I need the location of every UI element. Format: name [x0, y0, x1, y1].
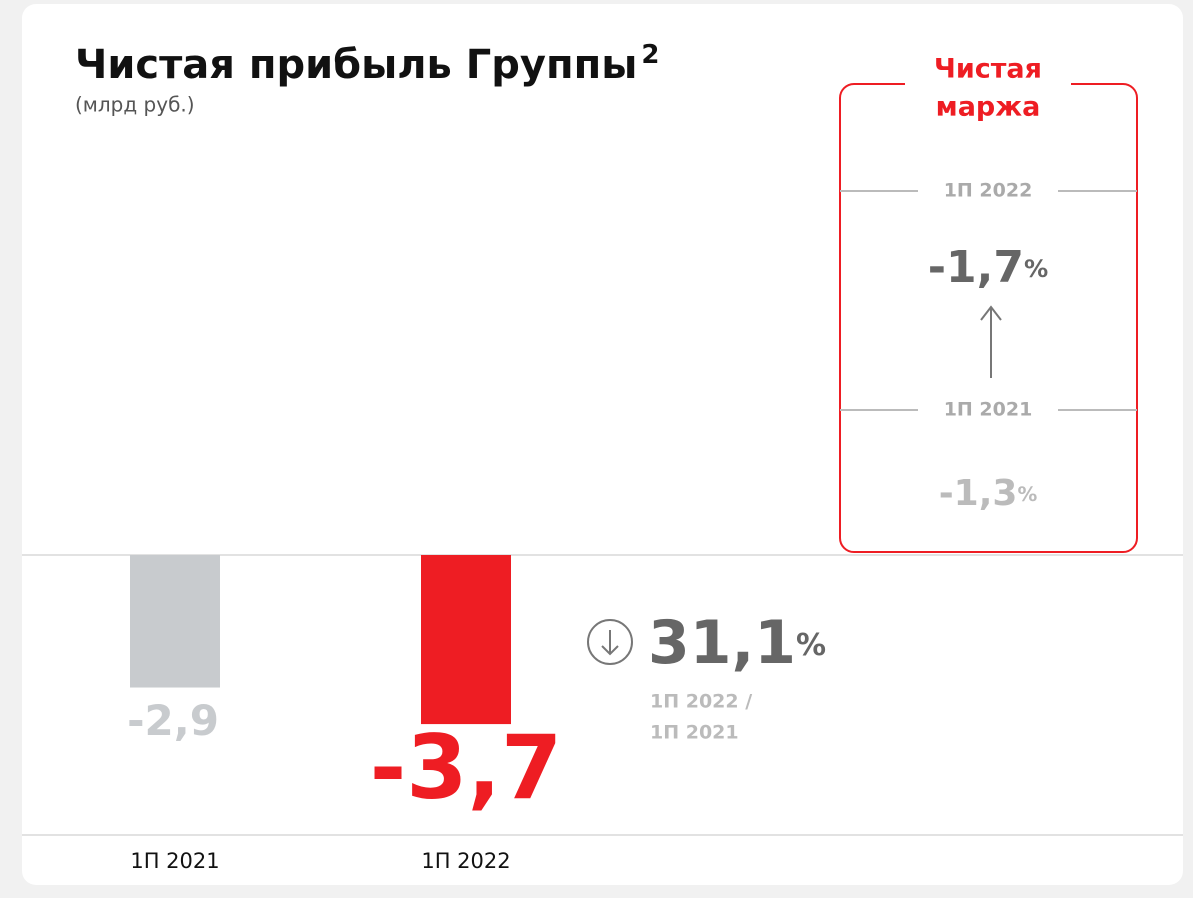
value-label: -2,9 [127, 696, 219, 745]
title-note: 2 [641, 40, 659, 70]
title-text: Чистая прибыль Группы [75, 42, 637, 88]
margin-unit: % [1024, 255, 1048, 283]
margin-number: -1,7 [928, 242, 1024, 293]
change-caption: 1П 2021 [650, 722, 739, 744]
arrow-head [980, 305, 1002, 321]
margin-number: -1,3 [939, 473, 1018, 514]
margin-value: -1,3% [939, 473, 1038, 514]
margin-period: 1П 2022 [944, 180, 1033, 202]
change-caption: 1П 2022 / [650, 691, 752, 713]
down-arrow [601, 630, 619, 656]
chart-title: Чистая прибыль Группы 2 [75, 40, 660, 89]
margin-title: маржа [936, 92, 1041, 123]
value-label: -3,7 [370, 716, 562, 819]
change-value: 31,1% [648, 608, 826, 678]
bar [130, 555, 220, 688]
margin-unit: % [1017, 483, 1037, 506]
subtitle: (млрд руб.) [75, 93, 195, 117]
margin-value: -1,7% [928, 242, 1048, 293]
card [22, 4, 1183, 885]
margin-title: Чистая [934, 54, 1042, 85]
change-unit: % [796, 628, 826, 663]
x-tick-label: 1П 2022 [421, 849, 510, 873]
margin-period: 1П 2021 [944, 399, 1033, 421]
down-icon [587, 619, 633, 665]
bar [421, 555, 511, 725]
margin-title-bg [905, 70, 1071, 100]
x-tick-label: 1П 2021 [130, 849, 219, 873]
change-number: 31,1 [648, 608, 796, 678]
